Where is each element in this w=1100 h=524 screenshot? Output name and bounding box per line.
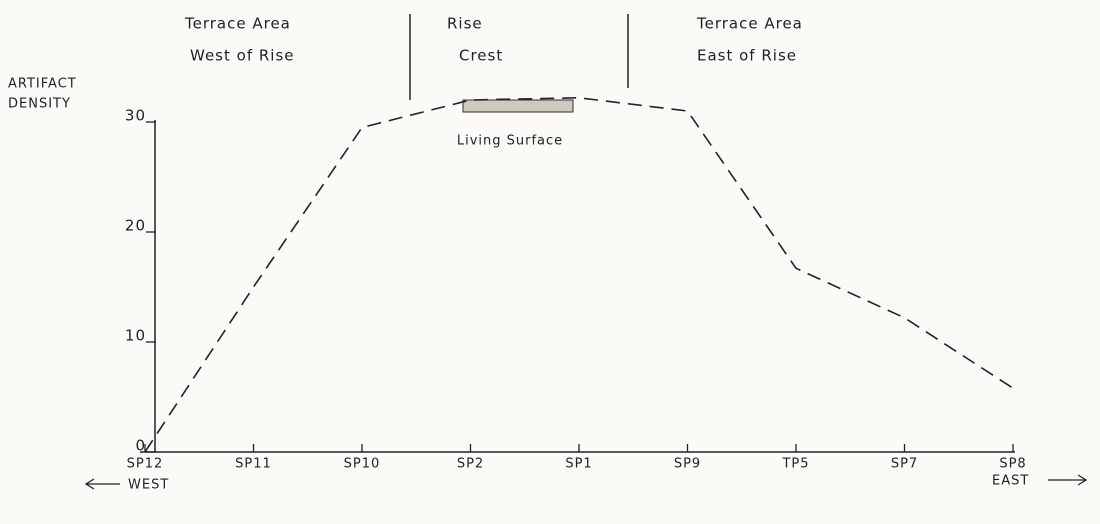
x-tick-label: TP5 (781, 457, 809, 472)
y-axis-label: ARTIFACT (8, 77, 77, 92)
region-label: Rise (447, 15, 483, 33)
annotation: Living Surface (457, 134, 563, 149)
west-label: WEST (128, 478, 169, 493)
west-arrow-head (84, 478, 95, 490)
data-line (144, 96, 1014, 453)
x-tick-label: SP11 (235, 457, 272, 472)
x-tick-label: SP9 (674, 457, 701, 472)
y-axis-label: DENSITY (8, 97, 71, 112)
y-tick-label: 0 (135, 437, 146, 455)
east-arrow-head (1077, 474, 1088, 486)
region-label: East of Rise (697, 47, 797, 65)
region-label: West of Rise (190, 47, 295, 65)
x-tick-label: SP8 (999, 457, 1026, 472)
y-tick-label: 30 (125, 107, 146, 125)
y-tick-label: 20 (125, 217, 146, 235)
region-label: Terrace Area (696, 15, 803, 33)
east-label: EAST (992, 474, 1029, 489)
x-tick-label: SP7 (891, 457, 918, 472)
x-tick-label: SP12 (127, 457, 164, 472)
x-tick-label: SP1 (565, 457, 592, 472)
region-label: Terrace Area (184, 15, 291, 33)
x-tick-label: SP2 (457, 457, 484, 472)
y-tick-label: 10 (125, 327, 146, 345)
living-surface (462, 99, 574, 113)
region-label: Crest (459, 47, 503, 65)
x-tick-label: SP10 (344, 457, 381, 472)
